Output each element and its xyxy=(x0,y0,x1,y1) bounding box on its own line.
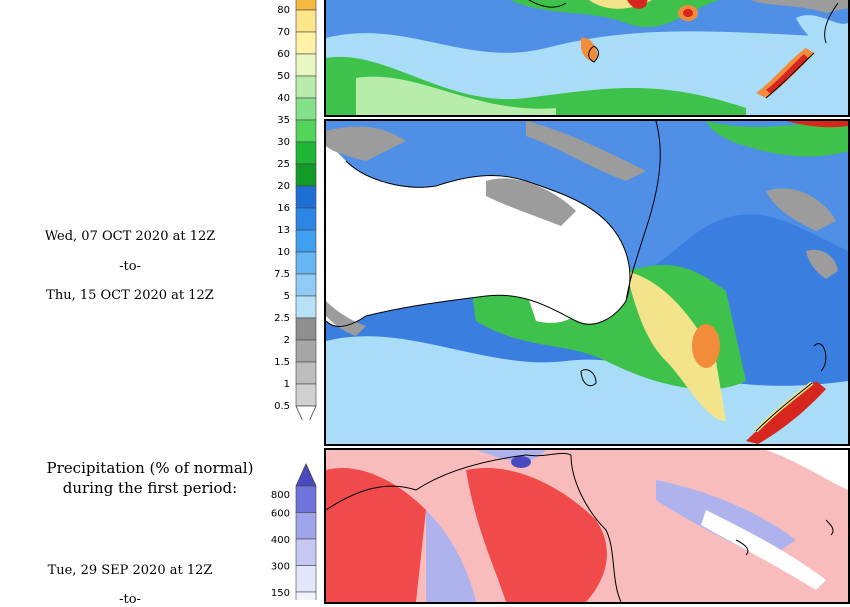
precip-scale-label: 40 xyxy=(277,93,290,104)
precip-scale-bar: 80 70 60 50 40 35 30 25 20 16 13 10 7.5 5 2.5 2 1.5 1 0.5 xyxy=(274,0,317,429)
percent-scale-label: 150 xyxy=(271,588,290,599)
precip-scale-label: 60 xyxy=(277,49,290,60)
precip-scale-label: 2 xyxy=(284,335,290,346)
precip-scale-label: 13 xyxy=(277,225,290,236)
precip-scale-label: 1.5 xyxy=(274,357,290,368)
precip-scale-swatch xyxy=(295,75,317,99)
precip-scale-label: 80 xyxy=(277,5,290,16)
precip-scale-swatch xyxy=(295,53,317,77)
precip-color-scale: 80 70 60 50 40 35 30 25 20 16 13 10 7.5 5 2.5 2 1.5 1 0.5 xyxy=(0,0,320,429)
precip-scale-swatch xyxy=(295,31,317,55)
precip-scale-label: 30 xyxy=(277,137,290,148)
precip-scale-label: 10 xyxy=(277,247,290,258)
precip-scale-label: 1 xyxy=(284,379,290,390)
precip-scale-swatch xyxy=(295,361,317,385)
percent-scale-label: 800 xyxy=(271,490,290,501)
normal-section-title-text: Precipitation (% of normal) during the f… xyxy=(46,459,254,497)
precip-scale-swatch xyxy=(295,339,317,363)
precip-scale-label: 5 xyxy=(284,291,290,302)
precip-scale-swatch xyxy=(295,119,317,143)
precip-scale-label: 70 xyxy=(277,27,290,38)
precip-scale-label: 2.5 xyxy=(274,313,290,324)
precip-scale-label: 25 xyxy=(277,159,290,170)
precip-scale-arrow xyxy=(295,405,317,429)
precip-scale-label: 20 xyxy=(277,181,290,192)
precip-scale-swatch xyxy=(295,97,317,121)
percent-scale-swatch xyxy=(295,565,317,593)
percent-scale-label: 400 xyxy=(271,535,290,546)
precip-scale-label: 50 xyxy=(277,71,290,82)
precip-scale-swatch xyxy=(295,207,317,231)
normal-period-start: Tue, 29 SEP 2020 at 12Z xyxy=(47,563,213,578)
precip-scale-label: 35 xyxy=(277,115,290,126)
map-top-svg xyxy=(326,0,848,115)
precip-map-period xyxy=(324,119,850,446)
percent-normal-map xyxy=(324,448,850,604)
precip-scale-label: 7.5 xyxy=(274,269,290,280)
percent-scale-swatch xyxy=(295,485,317,513)
precip-map-top xyxy=(324,0,850,117)
percent-normal-scale: 800 600 400 300 150 xyxy=(250,460,330,607)
precip-scale-swatch xyxy=(295,141,317,165)
precip-scale-label: 0.5 xyxy=(274,401,290,412)
precip-scale-swatch xyxy=(295,273,317,297)
mid-period-to: -to- xyxy=(119,259,141,274)
percent-scale-bar: 800 600 400 300 150 xyxy=(271,463,317,607)
precip-scale-swatch xyxy=(295,0,317,11)
precip-scale-swatch xyxy=(295,185,317,209)
percent-scale-label: 600 xyxy=(271,509,290,520)
percent-scale-swatch xyxy=(295,591,317,607)
normal-section-title: Precipitation (% of normal) during the f… xyxy=(30,458,270,498)
precip-scale-swatch xyxy=(295,317,317,341)
precip-scale-swatch xyxy=(295,163,317,187)
precip-scale-swatch xyxy=(295,383,317,407)
precip-scale-swatch xyxy=(295,295,317,319)
mid-period-end: Thu, 15 OCT 2020 at 12Z xyxy=(46,288,214,303)
precip-scale-swatch xyxy=(295,229,317,253)
mid-period-start: Wed, 07 OCT 2020 at 12Z xyxy=(44,229,216,244)
percent-scale-swatch xyxy=(295,512,317,540)
map-percent-svg xyxy=(326,450,848,602)
map-period-svg xyxy=(326,121,848,444)
precip-scale-label: 16 xyxy=(277,203,290,214)
percent-scale-arrow xyxy=(295,463,317,487)
percent-scale-swatch xyxy=(295,538,317,566)
percent-scale-label: 300 xyxy=(271,562,290,573)
precip-scale-swatch xyxy=(295,251,317,275)
precip-scale-swatch xyxy=(295,9,317,33)
